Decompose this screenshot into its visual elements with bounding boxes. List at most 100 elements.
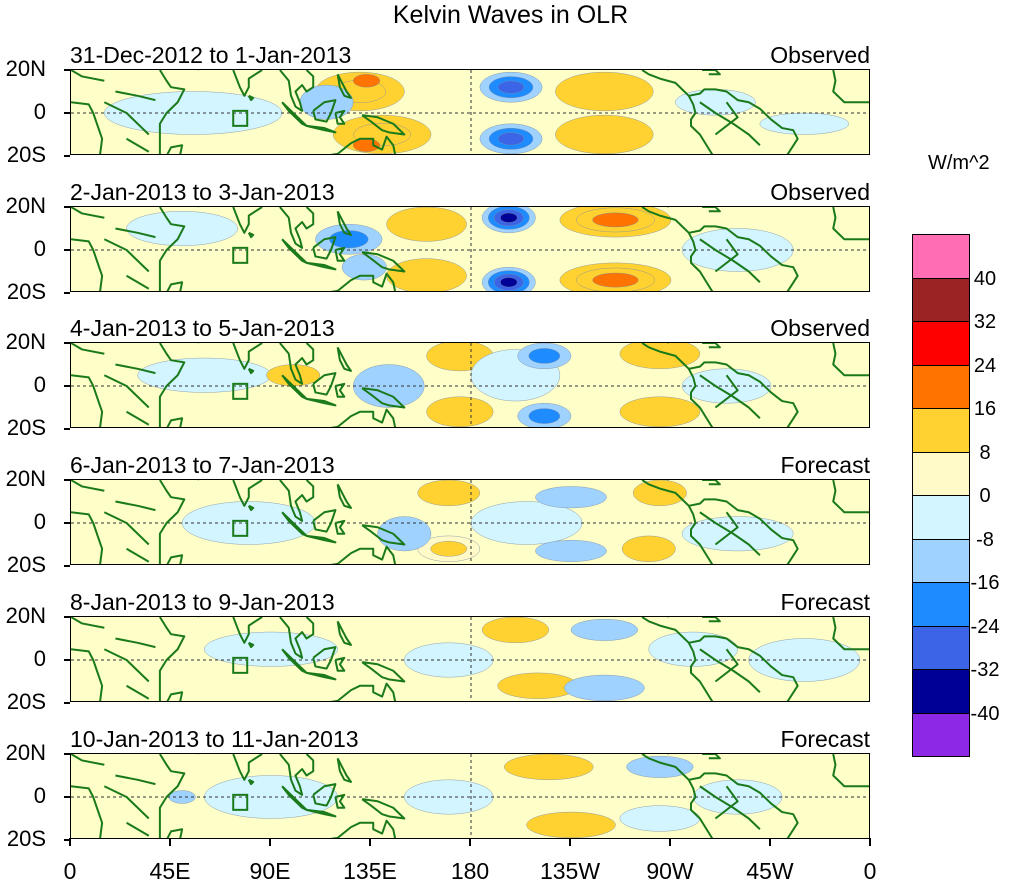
panel-type-label: Forecast: [780, 726, 870, 752]
latitude-tick: [64, 479, 70, 481]
coastline: [336, 210, 352, 236]
coastline: [71, 785, 104, 838]
latitude-label: 20N: [5, 740, 46, 765]
island-outline: [232, 793, 249, 811]
colorbar-swatch: [912, 669, 970, 714]
latitude-label: 20S: [6, 142, 46, 167]
coastline: [832, 70, 869, 104]
colorbar-swatch: [912, 364, 970, 409]
colorbar-label: -16: [970, 572, 1000, 594]
coastline: [281, 101, 308, 127]
coastline: [103, 511, 150, 546]
colorbar-swatch: [912, 582, 970, 627]
coastline: [126, 274, 150, 290]
latitude-label: 20N: [5, 56, 46, 81]
longitude-tick: [669, 838, 671, 846]
coastline: [158, 70, 186, 154]
colorbar-units: W/m^2: [928, 152, 990, 174]
latitude-tick: [64, 249, 70, 251]
latitude-label: 20S: [6, 415, 46, 440]
olr-anomaly-contour: [619, 805, 701, 832]
latitude-tick: [64, 839, 70, 841]
coastline: [306, 261, 337, 271]
latitude-tick: [64, 206, 70, 208]
longitude-tick: [69, 838, 71, 846]
coastline: [247, 504, 255, 512]
olr-anomaly-contour: [633, 480, 687, 506]
coastline: [312, 99, 337, 123]
coastline: [832, 754, 869, 788]
coastline: [232, 70, 263, 97]
olr-anomaly-map: [70, 753, 870, 839]
coastline: [641, 207, 799, 291]
olr-anomaly-map: [70, 206, 870, 292]
olr-anomaly-contour: [621, 535, 676, 562]
coastline: [699, 101, 761, 146]
coastline: [336, 620, 352, 646]
coastline: [699, 648, 761, 693]
panel-period-label: 6-Jan-2013 to 7-Jan-2013: [70, 452, 335, 478]
olr-anomaly-contour: [481, 617, 549, 643]
longitude-tick: [569, 838, 571, 846]
latitude-tick: [64, 428, 70, 430]
anomaly-field: [71, 617, 869, 701]
coastline: [166, 144, 184, 154]
coastline: [641, 617, 799, 701]
coastline: [714, 785, 739, 820]
latitude-label: 0: [33, 509, 46, 534]
coastline: [158, 754, 186, 838]
colorbar-swatch: [912, 712, 970, 757]
olr-anomaly-contour: [386, 207, 467, 242]
latitude-label: 0: [33, 236, 46, 261]
colorbar-label: -40: [970, 702, 1000, 725]
coastline: [103, 648, 150, 683]
figure-title: Kelvin Waves in OLR: [392, 1, 629, 29]
olr-anomaly-contour: [528, 348, 561, 364]
coastline: [702, 207, 721, 213]
coastline: [330, 545, 397, 564]
panel-type-label: Observed: [770, 179, 870, 205]
colorbar-label: 0: [979, 485, 991, 507]
longitude-label: 135W: [539, 858, 601, 884]
colorbar-label: 24: [973, 354, 997, 377]
olr-anomaly-contour: [759, 112, 849, 135]
panel-type-label: Observed: [770, 315, 870, 341]
olr-map-panel: [70, 206, 870, 292]
panel-period-label: 2-Jan-2013 to 3-Jan-2013: [70, 179, 335, 205]
olr-map-panel: [70, 616, 870, 702]
colorbar-swatch: [912, 277, 970, 322]
coastline: [334, 109, 346, 125]
coastline: [71, 648, 104, 701]
coastline: [312, 509, 337, 533]
latitude-tick: [64, 702, 70, 704]
coastline: [115, 500, 156, 512]
coastline: [279, 343, 315, 385]
latitude-label: 20S: [6, 552, 46, 577]
coastline: [832, 617, 869, 651]
coastline: [158, 207, 186, 291]
olr-anomaly-contour: [500, 212, 518, 223]
colorbar-swatch: [912, 321, 970, 366]
olr-map-panel: [70, 479, 870, 565]
latitude-label: 0: [33, 99, 46, 124]
coastline: [281, 511, 308, 537]
coastline: [71, 511, 104, 564]
latitude-label: 0: [33, 783, 46, 808]
coastline: [279, 617, 315, 659]
coastline: [71, 343, 105, 355]
olr-anomaly-contour: [626, 755, 694, 778]
coastline: [279, 480, 315, 522]
latitude-tick: [64, 112, 70, 114]
coastline: [312, 783, 337, 807]
coastline: [312, 646, 337, 670]
coastline: [232, 617, 263, 644]
coastline: [330, 819, 397, 838]
coastline: [232, 754, 263, 781]
island-outline: [232, 109, 249, 127]
anomaly-field: [71, 207, 869, 291]
olr-anomaly-contour: [497, 80, 525, 94]
coastline: [71, 480, 105, 492]
coastline: [103, 238, 150, 273]
colorbar-label: -24: [970, 615, 1000, 638]
olr-map-panel: [70, 342, 870, 428]
